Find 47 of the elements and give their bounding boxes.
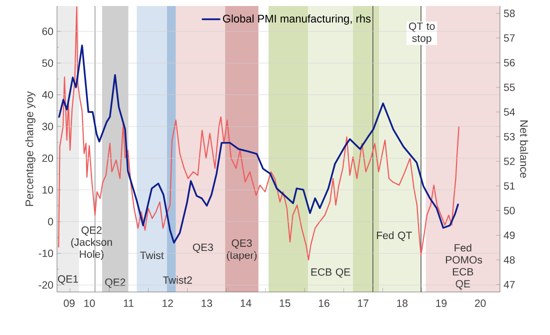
band-label: QE3 <box>192 244 214 253</box>
y-tick-label: 20 <box>42 154 54 162</box>
x-tick-label: 19 <box>436 300 447 307</box>
band-label: QE3 (taper) <box>226 239 257 261</box>
y-tick-label: 50 <box>42 59 54 67</box>
y-tick-label: 60 <box>42 28 54 36</box>
band-label: QE2 <box>105 278 126 288</box>
y2-tick-label: 58 <box>504 10 515 18</box>
x-tick-label: 18 <box>397 300 408 307</box>
x-tick-label: 16 <box>318 300 330 307</box>
y2-tick-label: 55 <box>504 84 515 92</box>
ref-line-label: QT to stop <box>408 22 435 44</box>
band-label: Twist <box>140 251 164 260</box>
y-tick-label: 0 <box>48 218 54 226</box>
y2-tick-label: 51 <box>504 182 515 190</box>
y2-tick-label: 49 <box>504 232 515 240</box>
y2-tick-label: 52 <box>504 158 515 166</box>
band-label: Fed POMOs ECB QE <box>446 244 482 290</box>
x-tick-label: 13 <box>202 300 212 307</box>
y2-tick-label: 48 <box>504 256 515 264</box>
band-label: QE1 <box>58 275 78 285</box>
y2-axis-title: Net balance <box>520 120 528 178</box>
legend-label: Global PMI manufacturing, rhs <box>223 14 371 25</box>
y-tick-label: -10 <box>38 250 54 258</box>
y2-tick-label: 50 <box>504 206 515 214</box>
x-tick-label: 09 <box>64 300 75 307</box>
y2-tick-label: 53 <box>504 132 515 140</box>
x-tick-label: 12 <box>162 300 173 307</box>
x-tick-label: 17 <box>358 300 368 307</box>
x-tick-label: 20 <box>474 300 486 307</box>
band-label: ECB QE <box>311 268 350 278</box>
x-tick-label: 11 <box>124 300 134 307</box>
y2-tick-label: 47 <box>504 280 515 288</box>
x-tick-label: 10 <box>84 300 95 307</box>
x-tick-label: 14 <box>240 300 252 307</box>
x-tick-label: 15 <box>280 300 290 307</box>
y-tick-label: 40 <box>42 91 54 98</box>
y2-tick-label: 56 <box>504 58 515 66</box>
band-label: Twist2 <box>162 276 192 284</box>
y2-tick-label: 57 <box>504 34 515 42</box>
ref-line-label: QE2 (Jackson Hole) <box>71 226 112 260</box>
y-tick-label: -20 <box>38 281 54 289</box>
y-axis-title: Percentage change yoy <box>25 91 36 206</box>
y-tick-label: 10 <box>42 186 54 194</box>
y2-tick-label: 54 <box>504 108 515 116</box>
ref-line-label: Fed QT <box>376 231 412 241</box>
y-tick-label: 30 <box>42 122 54 130</box>
